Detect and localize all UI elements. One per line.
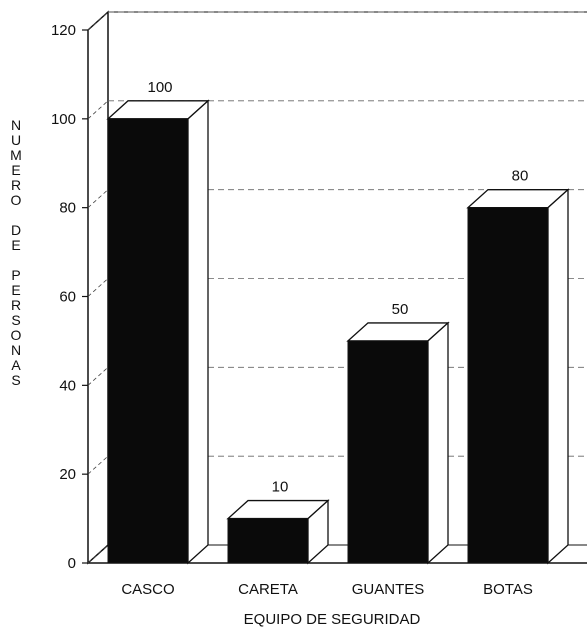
x-category-label: CASCO [121, 581, 174, 598]
y-axis-title-letter: E [11, 282, 20, 298]
data-label: 100 [147, 79, 172, 96]
data-label: 80 [512, 168, 529, 185]
gridline-diagonal [87, 367, 109, 386]
gridline-diagonal [87, 100, 109, 120]
bar [107, 118, 189, 564]
y-axis-title-letter: A [11, 357, 21, 373]
data-labels: 100 10 50 80 [147, 79, 528, 496]
y-axis-title-letter: N [11, 117, 21, 133]
bar-side-face [427, 321, 449, 565]
y-axis-title-letter: E [11, 162, 20, 178]
data-label: 50 [392, 301, 409, 318]
y-axis-title-letter: S [11, 312, 20, 328]
y-axis-title-letter: O [11, 192, 22, 208]
gridline-diagonal [87, 544, 109, 564]
y-axis-title-letter: R [11, 177, 21, 193]
gridline-diagonal [87, 189, 109, 208]
x-category-label: CARETA [238, 581, 298, 598]
bar-side-face [187, 99, 209, 565]
y-axis-title-letter: N [11, 342, 21, 358]
x-axis-categories: CASCO CARETA GUANTES BOTAS [121, 581, 533, 598]
y-axis-title-letter: P [11, 267, 20, 283]
y-tick-label: 100 [51, 111, 76, 128]
y-tick-label: 80 [59, 200, 76, 217]
bar [467, 207, 549, 564]
gridline-diagonal [87, 455, 109, 475]
x-axis-title: EQUIPO DE SEGURIDAD [244, 611, 421, 628]
bar [347, 340, 429, 564]
left-wall [87, 10, 109, 565]
bar-side-face [547, 188, 569, 565]
y-axis-title-letter: O [11, 327, 22, 343]
bars [106, 99, 570, 565]
gridline-diagonal [87, 11, 109, 31]
bar [227, 518, 309, 564]
y-tick-label: 0 [68, 555, 76, 572]
x-category-label: GUANTES [352, 581, 425, 598]
y-tick-label: 20 [59, 466, 76, 483]
y-axis-title-letter: U [11, 132, 21, 148]
y-axis-title-letter: S [11, 372, 20, 388]
data-label: 10 [272, 479, 289, 496]
y-axis-ticks: 0 20 40 60 80 100 120 [51, 22, 76, 572]
y-tick-label: 60 [59, 289, 76, 306]
y-axis-title-letter: D [11, 222, 21, 238]
x-category-label: BOTAS [483, 581, 533, 598]
y-axis-title-letter: R [11, 297, 21, 313]
y-tick-label: 40 [59, 377, 76, 394]
y-axis-title-letter: E [11, 237, 20, 253]
y-axis-title-letter: M [10, 147, 22, 163]
gridlines [82, 11, 587, 564]
gridline-diagonal [87, 278, 109, 297]
y-tick-label: 120 [51, 22, 76, 39]
